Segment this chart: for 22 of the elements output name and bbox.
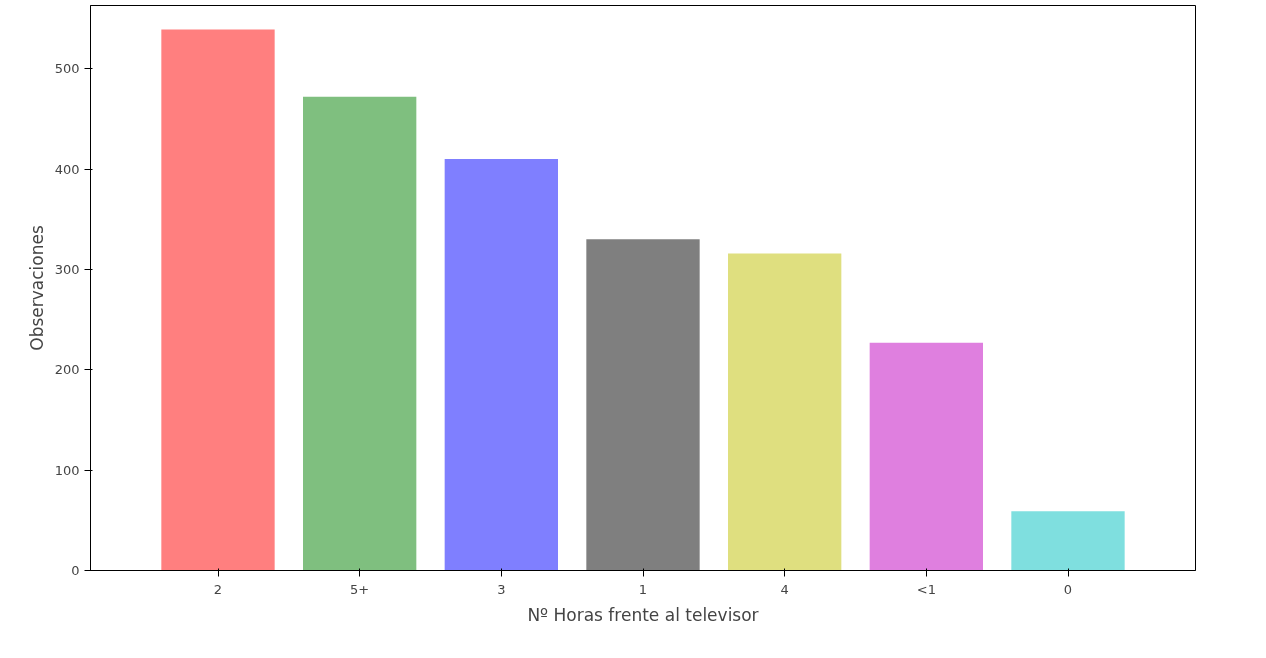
y-tick-label: 500 — [54, 61, 80, 77]
x-tick-label: 4 — [780, 581, 789, 597]
x-tick-label: 5+ — [350, 581, 370, 597]
bar — [728, 253, 842, 571]
y-tick-label: 100 — [54, 462, 80, 478]
y-tick-label: 300 — [54, 261, 80, 277]
x-tick-label: 3 — [497, 581, 506, 597]
bar — [586, 239, 700, 571]
bar — [869, 342, 983, 571]
y-tick-label: 200 — [54, 362, 80, 378]
bar — [303, 96, 417, 571]
y-tick-label: 0 — [71, 563, 80, 578]
x-tick-label: 1 — [638, 581, 648, 597]
x-axis-title: Nº Horas frente al televisor — [527, 604, 759, 625]
bar — [161, 29, 275, 571]
x-tick-label: 2 — [213, 581, 223, 597]
y-axis-title: Observaciones — [26, 225, 47, 351]
y-tick-label: 400 — [54, 161, 80, 177]
bar — [444, 159, 558, 571]
bar — [1011, 511, 1125, 571]
x-tick-label: 0 — [1063, 581, 1073, 597]
x-tick-label: <1 — [916, 581, 936, 597]
